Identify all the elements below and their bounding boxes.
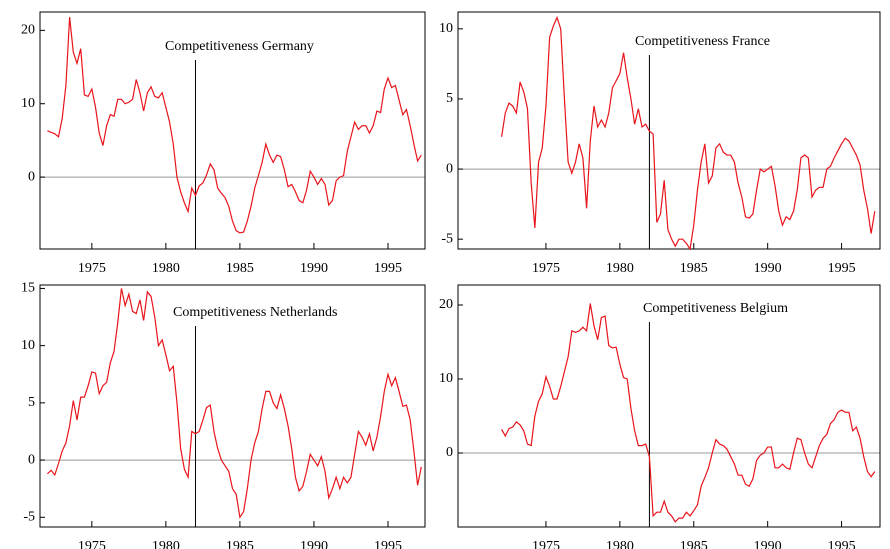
series-line <box>47 17 422 234</box>
x-tick-label: 1990 <box>754 261 782 276</box>
y-tick-label: 5 <box>446 91 453 106</box>
plot-frame <box>457 284 881 528</box>
x-tick-label: 1990 <box>754 539 782 549</box>
y-tick-label: 0 <box>28 452 35 467</box>
x-tick-label: 1995 <box>828 539 856 549</box>
panel-title: Competitiveness Belgium <box>643 301 788 316</box>
x-tick-label: 1985 <box>226 539 254 549</box>
x-tick-label: 1975 <box>78 261 106 276</box>
y-tick-label: 5 <box>28 395 35 410</box>
y-tick-label: 20 <box>21 23 35 38</box>
series-line <box>501 15 876 251</box>
y-tick-label: 0 <box>28 169 35 184</box>
x-tick-label: 1985 <box>226 261 254 276</box>
y-tick-label: 10 <box>21 338 35 353</box>
x-tick-label: 1995 <box>374 261 402 276</box>
series-line <box>501 303 876 523</box>
y-tick-label: -5 <box>441 231 453 246</box>
series-line <box>46 288 422 519</box>
x-tick-label: 1985 <box>680 261 708 276</box>
x-tick-label: 1990 <box>300 261 328 276</box>
x-tick-label: 1990 <box>300 539 328 549</box>
x-tick-label: 1975 <box>532 261 560 276</box>
x-tick-label: 1980 <box>606 539 634 549</box>
panel-title: Competitiveness France <box>635 34 770 49</box>
y-tick-label: 0 <box>446 445 453 460</box>
x-tick-label: 1975 <box>532 539 560 549</box>
y-tick-label: 20 <box>439 297 453 312</box>
x-tick-label: 1995 <box>828 261 856 276</box>
y-tick-label: -5 <box>23 509 35 524</box>
x-tick-label: 1980 <box>152 261 180 276</box>
x-tick-label: 1995 <box>374 539 402 549</box>
y-tick-label: 0 <box>446 161 453 176</box>
plot-frame <box>457 11 881 250</box>
x-tick-label: 1985 <box>680 539 708 549</box>
plot-frame <box>39 284 426 528</box>
y-tick-label: 10 <box>439 21 453 36</box>
x-tick-label: 1975 <box>78 539 106 549</box>
plot-frame <box>39 11 426 250</box>
panel-title: Competitiveness Netherlands <box>173 305 337 320</box>
y-tick-label: 15 <box>21 281 35 296</box>
x-tick-label: 1980 <box>152 539 180 549</box>
panel-title: Competitiveness Germany <box>165 39 314 54</box>
y-tick-label: 10 <box>21 96 35 111</box>
y-tick-label: 10 <box>439 371 453 386</box>
x-tick-label: 1980 <box>606 261 634 276</box>
